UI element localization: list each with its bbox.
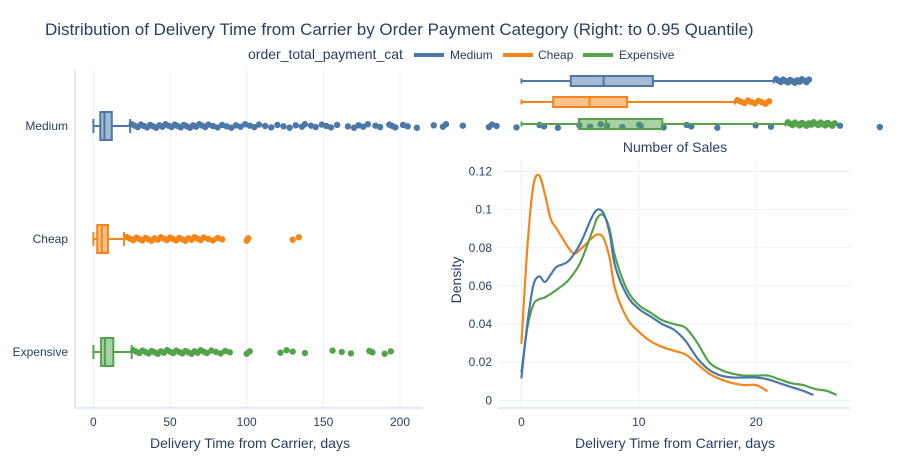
left-outlier-medium bbox=[554, 124, 562, 131]
left-outlier-medium bbox=[268, 124, 275, 131]
left-outlier-medium bbox=[274, 121, 281, 129]
left-outlier-medium bbox=[714, 124, 721, 131]
left-outlier-medium bbox=[876, 123, 884, 131]
density-x-tick-label: 0 bbox=[518, 415, 525, 429]
left-outlier-cheap bbox=[295, 234, 303, 241]
left-outlier-medium bbox=[459, 122, 467, 129]
density-y-tick-label: 0.12 bbox=[469, 164, 493, 178]
left-outlier-medium bbox=[442, 121, 450, 128]
left-outlier-medium bbox=[376, 123, 384, 131]
density-line-medium bbox=[520, 208, 814, 396]
density-y-tick-label: 0.08 bbox=[469, 241, 493, 255]
left-outlier-medium bbox=[333, 121, 341, 129]
legend-label-cheap: Cheap bbox=[538, 48, 574, 62]
left-x-tick-label: 50 bbox=[163, 415, 177, 429]
left-outlier-medium bbox=[301, 121, 309, 128]
legend-item-medium[interactable]: Medium bbox=[414, 48, 493, 62]
left-outlier-expensive bbox=[283, 347, 290, 354]
left-outlier-medium bbox=[364, 121, 372, 128]
legend: order_total_payment_cat Medium Cheap Exp… bbox=[248, 46, 675, 62]
left-outlier-medium bbox=[836, 122, 844, 129]
density-line-expensive bbox=[520, 213, 838, 396]
left-outlier-medium bbox=[413, 124, 421, 131]
density-x-axis-label: Delivery Time from Carrier, days bbox=[575, 435, 775, 451]
left-outlier-medium bbox=[312, 123, 319, 131]
left-outlier-expensive bbox=[277, 349, 284, 356]
top-right-outlier-expensive bbox=[831, 120, 838, 127]
legend-label-expensive: Expensive bbox=[619, 48, 675, 62]
top-right-outlier-medium bbox=[805, 76, 813, 83]
left-x-tick-label: 200 bbox=[390, 415, 410, 429]
density-y-tick-label: 0 bbox=[485, 393, 492, 407]
density-y-axis-label: Density bbox=[448, 257, 464, 304]
left-outlier-cheap bbox=[218, 236, 226, 243]
top-right-box-medium bbox=[569, 75, 654, 87]
left-outlier-medium bbox=[255, 121, 263, 128]
left-outlier-expensive bbox=[226, 349, 234, 356]
left-outlier-medium bbox=[513, 124, 520, 131]
top-right-box-expensive bbox=[577, 118, 664, 130]
density-y-tick-label: 0.1 bbox=[475, 203, 492, 217]
density-y-tick-label: 0.04 bbox=[469, 317, 493, 331]
density-y-tick-label: 0.02 bbox=[469, 355, 493, 369]
top-right-box-plot-panel bbox=[520, 75, 838, 130]
left-outlier-expensive bbox=[381, 350, 388, 357]
left-y-tick-label-medium: Medium bbox=[25, 119, 68, 133]
density-x-tick-label: 20 bbox=[749, 415, 763, 429]
top-right-outlier-cheap bbox=[765, 98, 773, 105]
left-box-medium bbox=[99, 111, 113, 141]
left-outlier-medium bbox=[344, 123, 352, 130]
left-outlier-medium bbox=[493, 122, 500, 130]
left-y-tick-label-cheap: Cheap bbox=[33, 232, 69, 246]
left-outlier-expensive bbox=[289, 348, 296, 355]
left-x-tick-label: 150 bbox=[313, 415, 333, 429]
left-x-tick-label: 100 bbox=[237, 415, 257, 429]
legend-title: order_total_payment_cat bbox=[248, 46, 403, 62]
left-outlier-medium bbox=[286, 124, 293, 131]
left-outlier-medium bbox=[327, 124, 335, 131]
left-outlier-expensive bbox=[246, 348, 253, 355]
density-line-cheap bbox=[520, 173, 768, 392]
left-outlier-cheap bbox=[245, 235, 252, 242]
density-plot-panel: 0 0.02 0.04 0.06 0.08 0.1 0.12 0 10 20 bbox=[469, 160, 850, 429]
left-outlier-expensive bbox=[301, 349, 309, 357]
chart-title: Distribution of Delivery Time from Carri… bbox=[45, 20, 754, 39]
left-outlier-medium bbox=[392, 124, 399, 131]
legend-item-expensive[interactable]: Expensive bbox=[583, 48, 675, 62]
left-outlier-expensive bbox=[329, 347, 336, 354]
left-x-axis-label: Delivery Time from Carrier, days bbox=[150, 435, 350, 451]
density-plot-title: Number of Sales bbox=[623, 139, 727, 155]
left-outlier-expensive bbox=[338, 348, 345, 356]
left-y-tick-label-expensive: Expensive bbox=[13, 345, 69, 359]
density-y-tick-label: 0.06 bbox=[469, 279, 493, 293]
left-outlier-medium bbox=[404, 123, 411, 130]
left-box-expensive bbox=[100, 337, 115, 367]
left-outlier-medium bbox=[767, 123, 775, 130]
left-outlier-medium bbox=[280, 123, 287, 130]
left-outlier-medium bbox=[430, 122, 437, 129]
left-outlier-medium bbox=[292, 122, 299, 129]
left-outlier-expensive bbox=[347, 350, 355, 357]
left-x-tick-label: 0 bbox=[90, 415, 97, 429]
left-outlier-expensive bbox=[387, 348, 395, 355]
left-outlier-medium bbox=[261, 122, 269, 130]
density-x-tick-label: 10 bbox=[632, 415, 646, 429]
legend-item-cheap[interactable]: Cheap bbox=[503, 48, 574, 62]
left-outlier-expensive bbox=[369, 349, 376, 356]
legend-label-medium: Medium bbox=[450, 48, 493, 62]
left-outlier-cheap bbox=[289, 236, 296, 243]
